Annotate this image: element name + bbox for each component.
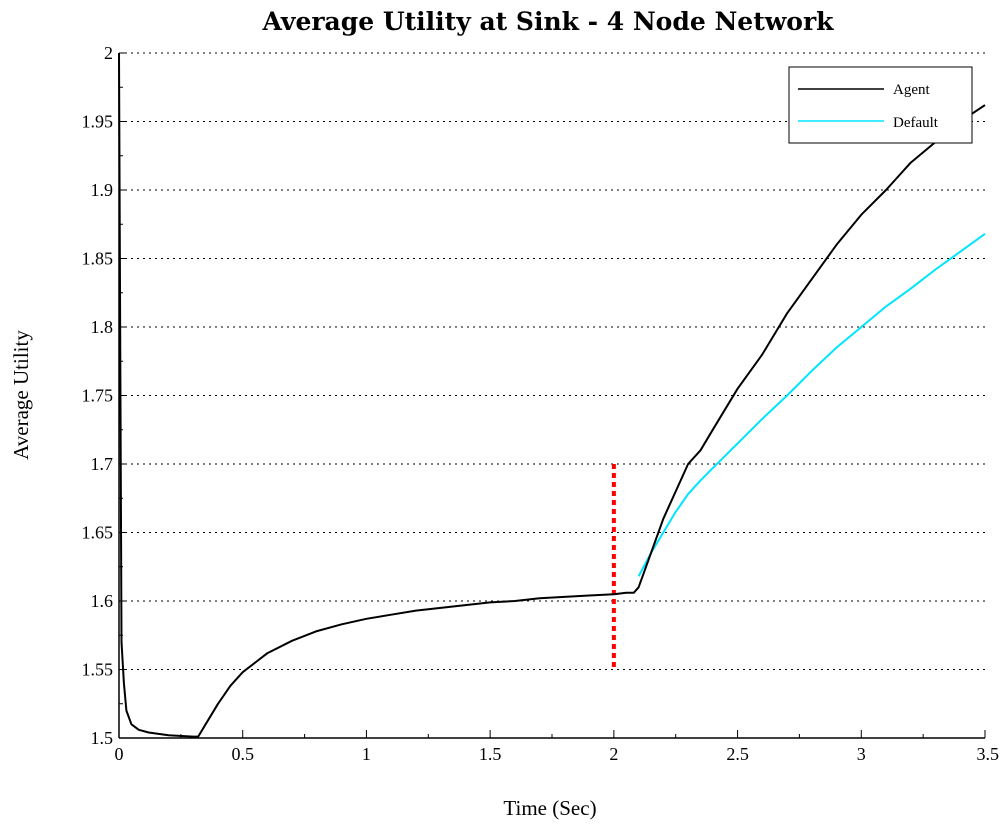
x-tick-label: 3 — [857, 744, 866, 764]
x-tick-label: 0 — [115, 744, 124, 764]
legend-label-default: Default — [893, 115, 939, 131]
x-tick-label: 3.5 — [977, 744, 1000, 764]
chart-title: Average Utility at Sink - 4 Node Network — [262, 7, 835, 36]
y-tick-label: 1.85 — [82, 249, 114, 269]
x-tick-label: 2.5 — [726, 744, 749, 764]
x-axis-label: Time (Sec) — [503, 796, 596, 820]
legend: Agent Default — [788, 66, 973, 144]
series-line-agent — [118, 52, 986, 738]
x-tick-label: 1.5 — [479, 744, 502, 764]
y-tick-label: 2 — [104, 43, 113, 63]
y-tick-label: 1.8 — [91, 317, 114, 337]
x-tick-label: 0.5 — [231, 744, 254, 764]
legend-box — [788, 66, 973, 144]
y-tick-label: 1.55 — [82, 660, 114, 680]
y-tick-label: 1.7 — [91, 454, 114, 474]
y-tick-label: 1.5 — [91, 728, 114, 748]
series-lines — [118, 52, 986, 738]
x-tick-label: 2 — [609, 744, 618, 764]
y-ticks: 1.5 1.55 1.6 1.65 1.7 1.75 1.8 1.85 1.9 1.95 2 — [82, 43, 127, 748]
y-tick-label: 1.9 — [91, 180, 114, 200]
series-line-default — [637, 232, 986, 577]
grid-lines — [119, 52, 985, 670]
y-axis-label: Average Utility — [9, 330, 33, 460]
y-tick-label: 1.65 — [82, 523, 114, 543]
y-tick-label: 1.95 — [82, 112, 114, 132]
y-tick-label: 1.75 — [82, 386, 114, 406]
y-tick-label: 1.6 — [91, 591, 114, 611]
x-ticks: 0 0.5 1 1.5 2 2.5 3 3.5 — [115, 730, 1000, 764]
x-tick-label: 1 — [362, 744, 371, 764]
legend-label-agent: Agent — [893, 82, 930, 98]
